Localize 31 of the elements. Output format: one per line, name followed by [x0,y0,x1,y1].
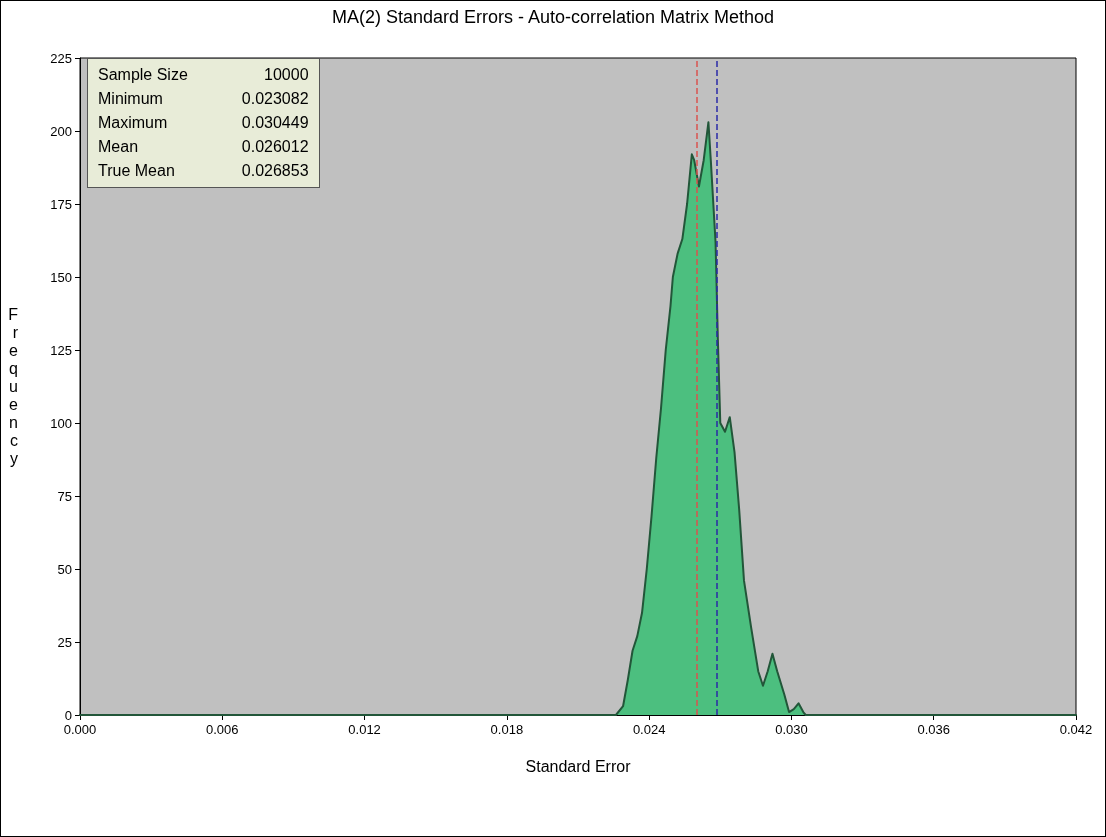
annotation: 10000 [263,65,310,85]
y-tick-label: 175 [50,196,72,212]
x-tick-label: 0.030 [775,722,808,737]
y-tick-label: 225 [50,50,72,66]
annotation: 0.026853 [240,161,310,181]
chart-title: MA(2) Standard Errors - Auto-correlation Matrix Method [331,7,775,27]
annotation: 0.030449 [240,113,310,133]
x-tick-label: 0.042 [1059,722,1093,737]
annotation: Maximum [97,113,169,133]
annotation: Minimum [97,89,164,109]
y-tick-label: 0 [64,707,72,723]
x-axis-title: Standard Error [525,757,632,775]
annotation: 0.023082 [240,89,310,109]
x-tick-label: 0.036 [917,722,950,737]
y-tick-label: 150 [50,269,72,285]
annotation: 0.026012 [240,137,310,157]
x-tick-label: 0.006 [206,722,239,737]
text: Frequency [8,306,18,467]
y-tick-label: 125 [50,342,72,358]
y-tick-label: 100 [50,415,72,431]
y-tick-label: 25 [57,634,72,650]
x-tick-label: 0.012 [348,722,381,737]
annotation: Mean [97,137,140,157]
annotation: True Mean [97,161,176,181]
y-tick-label: 200 [50,123,72,139]
annotation: Sample Size [97,65,189,85]
x-tick-label: 0.018 [490,722,524,737]
x-tick-label: 0.000 [63,722,97,737]
y-tick-label: 75 [57,488,72,504]
x-tick-label: 0.024 [632,722,666,737]
y-tick-label: 50 [57,561,72,577]
